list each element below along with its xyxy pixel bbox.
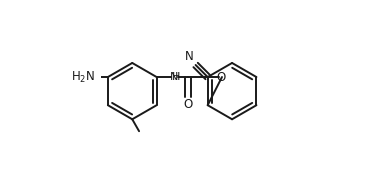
Text: O: O (216, 71, 225, 84)
Text: H$_2$N: H$_2$N (71, 69, 95, 85)
Text: N: N (185, 50, 194, 63)
Text: O: O (183, 98, 193, 111)
Text: N: N (170, 72, 178, 82)
Text: H: H (172, 72, 180, 82)
